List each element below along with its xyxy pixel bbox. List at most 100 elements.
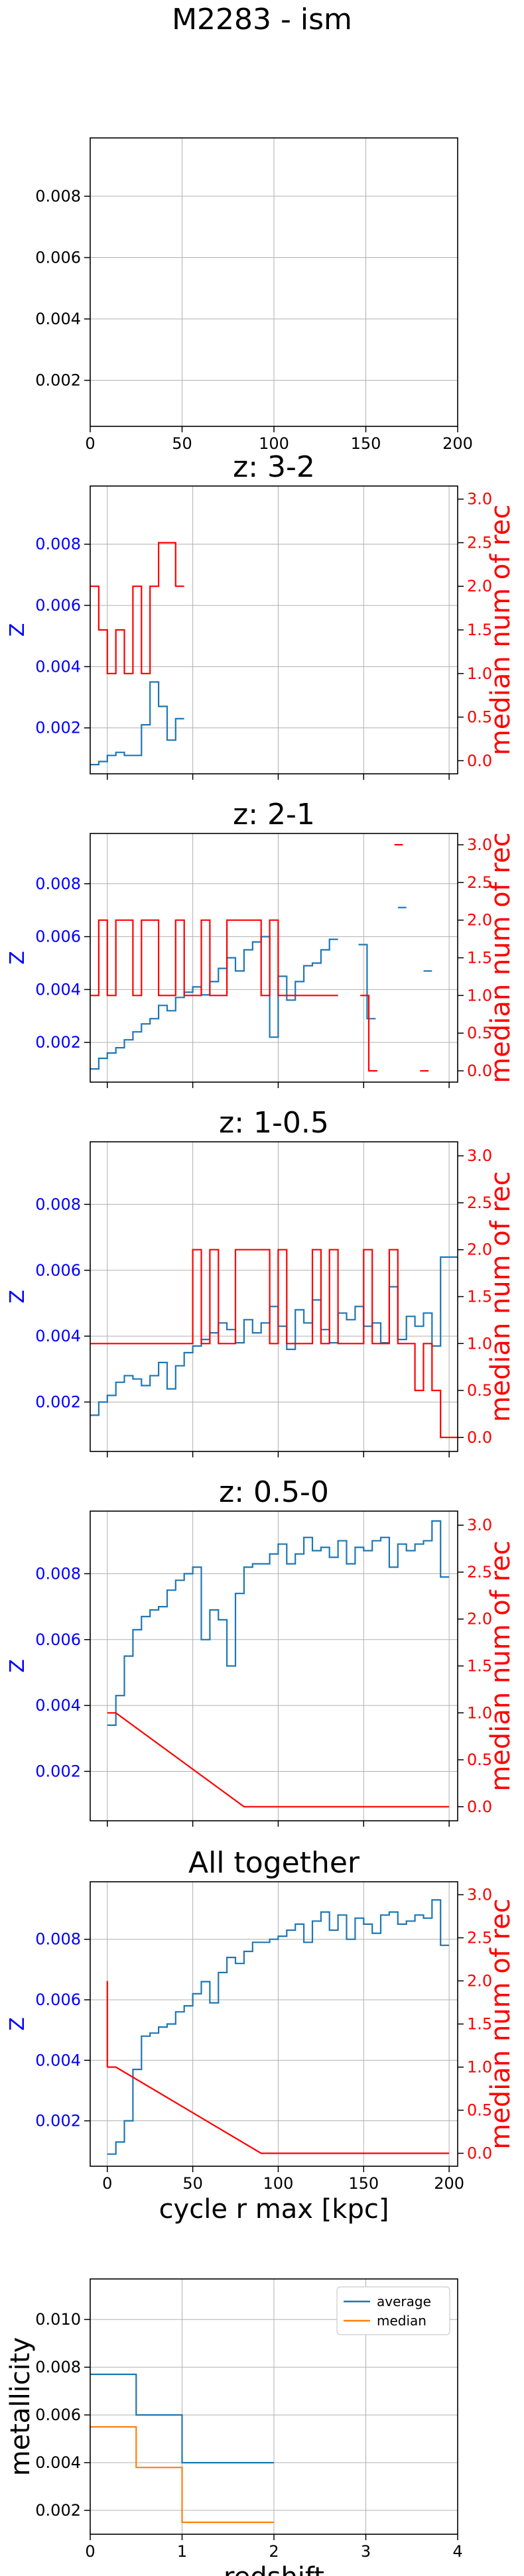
y2-tick-label: 2.0 <box>467 1972 492 1991</box>
panel-title: z: 0.5-0 <box>219 1475 329 1509</box>
rec-series-line <box>107 2066 450 2154</box>
y2-tick-label: 0.0 <box>467 751 492 770</box>
x-tick-label: 200 <box>442 434 473 453</box>
y-axis-label: Z <box>6 623 29 637</box>
rec-series-line <box>90 1249 458 1438</box>
x-tick-label: 150 <box>351 434 381 453</box>
x-tick-label: 3 <box>361 2542 371 2561</box>
x-tick-label: 50 <box>182 2174 203 2193</box>
y2-tick-label: 3.0 <box>467 490 492 509</box>
y2-tick-label: 2.0 <box>467 577 492 595</box>
y-tick-label: 0.002 <box>35 1762 81 1780</box>
y2-tick-label: 2.0 <box>467 911 492 930</box>
y-tick-label: 0.004 <box>35 657 81 676</box>
y-tick-label: 0.006 <box>35 1630 81 1649</box>
y2-tick-label: 1.5 <box>467 1288 492 1306</box>
panel-title: z: 3-2 <box>233 450 315 484</box>
panels: 0 50 100 150 2000.0020.0040.0060.0080.0020.0… <box>5 137 516 2576</box>
x-axis-label: redshift <box>224 2562 324 2576</box>
y-tick-label: 0.008 <box>35 1564 81 1583</box>
y2-tick-label: 1.0 <box>467 986 492 1005</box>
average-series-line <box>90 936 338 1070</box>
average-series-line <box>90 681 184 766</box>
series-group <box>90 2373 274 2524</box>
series-group <box>90 542 184 766</box>
y2-tick-label: 3.0 <box>467 1516 492 1534</box>
average-series-line <box>90 2373 274 2464</box>
y2-axis-label: median num of rec <box>486 505 516 755</box>
y2-tick-label: 1.5 <box>467 621 492 639</box>
plot-frame <box>90 1510 458 1821</box>
series-group <box>106 1899 450 2155</box>
y2-tick-label: 2.5 <box>467 533 492 552</box>
y-tick-label: 0.010 <box>35 2310 81 2329</box>
y2-tick-label: 0.0 <box>467 1062 492 1080</box>
plot-frame <box>90 2278 458 2535</box>
plot-frame <box>90 1141 458 1452</box>
y2-tick-label: 0.5 <box>467 708 492 727</box>
x-tick-label: 100 <box>259 434 289 453</box>
x-tick-label: 150 <box>348 2174 379 2193</box>
y-tick-label: 0.004 <box>35 980 81 999</box>
y2-axis-label: median num of rec <box>486 1171 516 1422</box>
chart-panel-3: 0.002 0.004 0.006 0.008 0.0 0.5 1.0 1.5 2.0 2.5 3.… <box>6 1106 516 1457</box>
y-tick-label: 0.006 <box>35 248 81 267</box>
series-group <box>90 1249 458 1438</box>
y2-tick-label: 0.5 <box>467 1381 492 1400</box>
y-tick-label: 0.002 <box>35 2501 81 2520</box>
y2-tick-label: 2.0 <box>467 1241 492 1259</box>
y-axis-label: metallicity <box>5 2337 36 2477</box>
y2-tick-label: 1.0 <box>467 2058 492 2077</box>
y2-tick-label: 2.0 <box>467 1610 492 1628</box>
y-tick-label: 0.006 <box>35 596 81 615</box>
x-axis-label: cycle r max [kpc] <box>159 2194 389 2225</box>
average-series-line <box>107 1899 450 2155</box>
y2-tick-label: 0.5 <box>467 1024 492 1042</box>
x-tick-label: 0 <box>85 434 95 453</box>
y-axis-label: Z <box>6 951 29 965</box>
legend-box <box>336 2286 450 2335</box>
y2-tick-label: 2.5 <box>467 1929 492 1947</box>
y2-tick-label: 1.0 <box>467 1334 492 1353</box>
y-axis-label: Z <box>6 1659 29 1673</box>
y-tick-label: 0.002 <box>35 719 81 737</box>
y-tick-label: 0.008 <box>35 187 81 206</box>
average-series-line <box>358 944 376 1020</box>
median-series-line <box>90 2426 274 2524</box>
y2-tick-label: 3.0 <box>467 1146 492 1165</box>
y-tick-label: 0.008 <box>35 535 81 554</box>
rec-series-line <box>107 1712 450 1808</box>
legend-label-average: average <box>377 2294 431 2309</box>
x-tick-label: 200 <box>434 2174 464 2193</box>
y2-tick-label: 3.0 <box>467 1886 492 1904</box>
plot-frame <box>90 1881 458 2167</box>
chart-panel-0: 0 50 100 150 200 0.002 0.004 0.006 0.008 <box>35 137 473 453</box>
chart-panel-6: 0 1 2 3 4 0.002 0.004 0.006 0.008 0.010 metallicit… <box>5 2278 463 2576</box>
y2-tick-label: 0.0 <box>467 2144 492 2163</box>
x-tick-label: 4 <box>452 2542 462 2561</box>
y-tick-label: 0.006 <box>35 1991 81 2009</box>
y2-tick-label: 1.5 <box>467 949 492 967</box>
rec-series-line <box>90 919 338 997</box>
y2-tick-label: 1.0 <box>467 664 492 683</box>
y2-tick-label: 1.5 <box>467 2015 492 2034</box>
panel-title: z: 1-0.5 <box>219 1106 329 1140</box>
y-tick-label: 0.002 <box>35 1033 81 1052</box>
x-tick-label: 0 <box>85 2542 95 2561</box>
panel-title: All together <box>188 1846 360 1880</box>
y2-tick-label: 0.5 <box>467 1750 492 1769</box>
y-tick-label: 0.002 <box>35 2112 81 2130</box>
x-tick-label: 2 <box>269 2542 279 2561</box>
x-tick-label: 0 <box>102 2174 112 2193</box>
y-axis-label: Z <box>6 1290 29 1304</box>
y2-tick-label: 0.0 <box>467 1428 492 1447</box>
rec-series-line <box>360 995 377 1072</box>
y-tick-label: 0.004 <box>35 1327 81 1345</box>
y2-tick-label: 2.5 <box>467 873 492 892</box>
y-tick-label: 0.004 <box>35 310 81 328</box>
y-axis-label: Z <box>6 2017 29 2031</box>
panel-title: z: 2-1 <box>233 798 315 831</box>
plot-frame <box>90 137 458 427</box>
x-tick-label: 1 <box>177 2542 187 2561</box>
